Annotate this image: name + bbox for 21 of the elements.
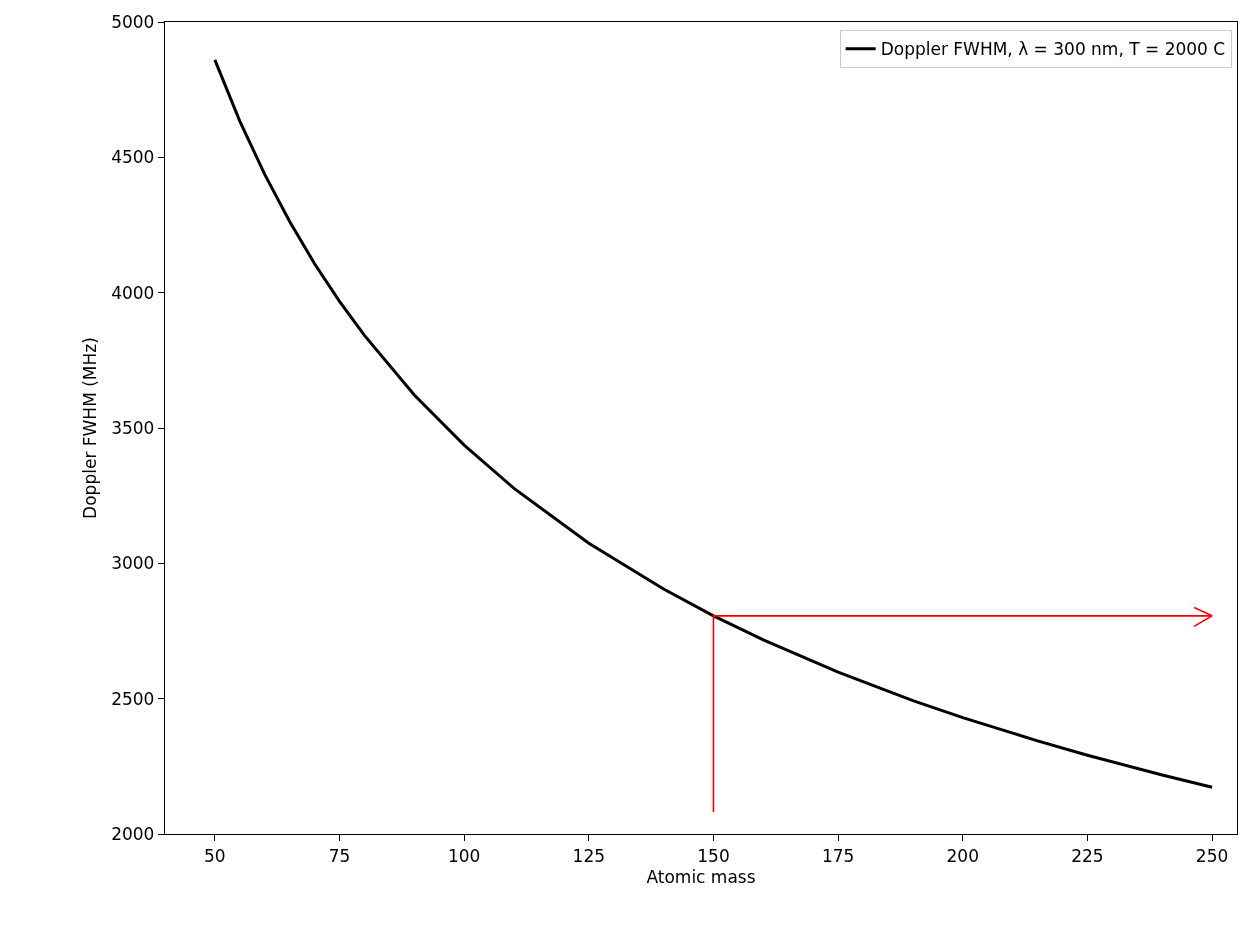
x-axis-title: Atomic mass: [646, 866, 756, 887]
line-series: [213, 58, 1214, 789]
y-axis-title: Doppler FWHM (MHz): [79, 337, 100, 519]
y-tick-label: 2000: [111, 823, 155, 844]
x-tick-label: 125: [572, 845, 606, 866]
x-tick-label: 100: [447, 845, 481, 866]
y-tick-label: 2500: [111, 688, 155, 709]
line-series: [712, 606, 1213, 814]
y-tick-label: 4000: [111, 282, 155, 303]
x-tick-label: 225: [1071, 845, 1104, 866]
x-tick-label: 150: [697, 845, 730, 866]
y-tick-label: 3000: [111, 553, 155, 574]
x-tick-label: 50: [204, 845, 226, 866]
legend-label: Doppler FWHM, λ = 300 nm, T = 2000 C: [880, 39, 1226, 60]
y-tick-label: 5000: [111, 11, 155, 32]
x-tick-label: 200: [946, 845, 979, 866]
x-tick-label: 250: [1195, 845, 1229, 866]
y-tick-label: 3500: [111, 417, 155, 438]
x-tick-label: 175: [821, 845, 855, 866]
x-tick-label: 75: [328, 845, 351, 866]
y-tick-label: 4500: [111, 147, 155, 168]
